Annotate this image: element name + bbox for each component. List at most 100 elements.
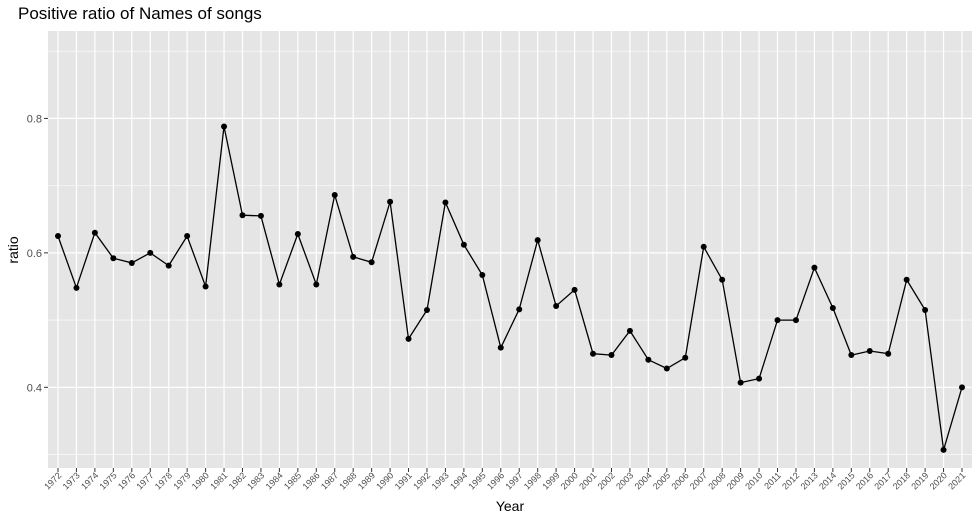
x-tick-label: 2020 (928, 470, 949, 491)
data-point (128, 259, 135, 266)
data-point (663, 365, 670, 372)
data-point (55, 233, 61, 240)
x-tick-label: 1989 (356, 470, 377, 491)
x-tick-label: 2010 (743, 470, 764, 491)
x-axis-label: Year (496, 498, 525, 514)
data-point (922, 307, 929, 314)
x-tick-label: 1981 (208, 470, 229, 491)
y-tick-label: 0.4 (27, 382, 42, 394)
data-point (294, 231, 301, 238)
data-point (313, 281, 320, 288)
data-point (257, 212, 264, 219)
x-tick-label: 2014 (817, 470, 838, 491)
x-tick-label: 1992 (411, 470, 432, 491)
x-tick-label: 2013 (799, 470, 820, 491)
data-point (239, 212, 246, 219)
data-point (534, 237, 541, 244)
x-tick-label: 2002 (596, 470, 617, 491)
data-point (792, 317, 799, 324)
x-tick-label: 2000 (559, 470, 580, 491)
data-point (460, 241, 467, 248)
x-tick-label: 1984 (264, 470, 285, 491)
x-tick-label: 1987 (319, 470, 340, 491)
x-tick-label: 1990 (374, 470, 395, 491)
data-point (350, 253, 357, 260)
y-tick-label: 0.6 (27, 248, 42, 260)
x-tick-label: 1993 (430, 470, 451, 491)
x-tick-label: 1975 (98, 470, 119, 491)
chart-title: Positive ratio of Names of songs (18, 4, 262, 23)
x-tick-label: 1999 (540, 470, 561, 491)
x-tick-label: 1997 (503, 470, 524, 491)
x-tick-label: 1974 (79, 470, 100, 491)
data-point (811, 264, 818, 271)
y-axis-label: ratio (5, 236, 21, 263)
data-point (903, 276, 910, 283)
data-point (276, 281, 283, 288)
x-tick-label: 1994 (448, 470, 469, 491)
x-tick-label: 2017 (872, 470, 893, 491)
data-point (368, 259, 375, 266)
data-point (497, 344, 504, 351)
data-point (645, 356, 652, 363)
grid-minor (48, 50, 972, 455)
x-tick-label: 1991 (393, 470, 414, 491)
data-point (682, 354, 689, 361)
data-point (829, 304, 836, 311)
data-point (184, 233, 191, 240)
data-point (700, 243, 707, 250)
data-point (608, 352, 615, 359)
x-tick-label: 1988 (337, 470, 358, 491)
x-tick-label: 1983 (245, 470, 266, 491)
x-tick-label: 2003 (614, 470, 635, 491)
x-tick-label: 1996 (485, 470, 506, 491)
x-tick-label: 2015 (835, 470, 856, 491)
x-tick-label: 1995 (467, 470, 488, 491)
x-tick-label: 1979 (171, 470, 192, 491)
x-tick-label: 2018 (891, 470, 912, 491)
data-points (55, 123, 965, 453)
x-tick-label: 2001 (577, 470, 598, 491)
x-tick-label: 1977 (134, 470, 155, 491)
plot-panel (48, 31, 972, 468)
data-point (774, 317, 781, 324)
data-point (959, 384, 965, 391)
data-point (442, 199, 449, 206)
data-point (202, 283, 209, 290)
data-point (387, 198, 394, 205)
x-tick-label: 2009 (725, 470, 746, 491)
x-tick-label: 2011 (762, 470, 783, 491)
data-point (885, 350, 892, 357)
x-tick-label: 1982 (227, 470, 248, 491)
data-point (221, 123, 228, 130)
data-point (479, 272, 486, 279)
x-tick-label: 1986 (300, 470, 321, 491)
data-point (940, 446, 947, 453)
y-tick-label: 0.8 (27, 113, 42, 125)
y-axis-ticks: 0.4 0.6 0.8 (27, 113, 48, 394)
data-point (73, 284, 80, 291)
x-tick-label: 1978 (153, 470, 174, 491)
x-tick-label: 2006 (669, 470, 690, 491)
x-tick-label: 1985 (282, 470, 303, 491)
data-point (626, 327, 633, 334)
data-point (737, 379, 744, 386)
data-point (423, 307, 430, 314)
data-point (756, 375, 763, 382)
data-point (110, 255, 117, 262)
x-tick-label: 2007 (688, 470, 709, 491)
x-tick-label: 2019 (909, 470, 930, 491)
x-tick-label: 2021 (946, 470, 967, 491)
data-point (590, 350, 597, 357)
x-tick-label: 2016 (854, 470, 875, 491)
x-axis-ticks: 1972197319741975197619771978197919801981… (42, 468, 967, 492)
x-tick-label: 1973 (61, 470, 82, 491)
data-point (91, 229, 98, 236)
data-point (719, 276, 726, 283)
data-point (147, 249, 154, 256)
x-tick-label: 1976 (116, 470, 137, 491)
data-point (553, 302, 560, 309)
data-point (516, 306, 523, 313)
grid-major (48, 31, 972, 468)
